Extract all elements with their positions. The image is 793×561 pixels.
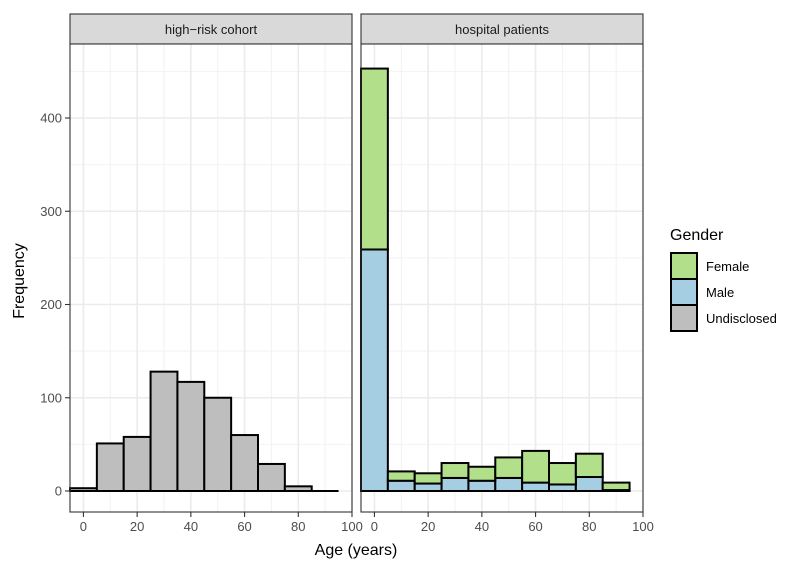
bar — [601, 481, 631, 492]
bar — [548, 462, 577, 486]
bar — [440, 476, 470, 493]
bar — [386, 479, 416, 492]
x-tick-label: 60 — [528, 519, 542, 534]
facet-strip-label: high−risk cohort — [165, 22, 258, 37]
facet-strip-label: hospital patients — [455, 22, 549, 37]
panel-border — [69, 43, 353, 513]
x-tick-label: 60 — [237, 519, 251, 534]
bar — [360, 67, 389, 251]
y-tick-label: 300 — [40, 204, 62, 219]
bar — [230, 434, 259, 492]
bar — [176, 380, 206, 492]
bar — [467, 479, 497, 492]
legend-key-male — [670, 278, 698, 306]
panel-border — [360, 43, 644, 513]
legend-title: Gender — [670, 227, 724, 244]
bar — [521, 481, 551, 493]
bar — [122, 435, 152, 493]
bar — [494, 476, 524, 493]
legend-label: Female — [706, 259, 749, 274]
x-tick-label: 0 — [80, 519, 87, 534]
x-tick-label: 40 — [475, 519, 489, 534]
x-axis-title: Age (years) — [315, 542, 398, 559]
x-tick-label: 0 — [371, 519, 378, 534]
bar — [69, 487, 98, 493]
bar — [360, 248, 389, 492]
x-tick-label: 100 — [341, 519, 363, 534]
bar — [203, 396, 233, 492]
x-tick-label: 20 — [421, 519, 435, 534]
bar — [467, 465, 497, 482]
y-tick-label: 100 — [40, 390, 62, 405]
y-tick-label: 200 — [40, 297, 62, 312]
y-axis-title: Frequency — [11, 243, 28, 319]
bar — [413, 472, 443, 485]
bar — [386, 470, 416, 482]
x-tick-label: 80 — [291, 519, 305, 534]
legend-label: Undisclosed — [706, 311, 777, 326]
x-tick-label: 40 — [184, 519, 198, 534]
bar — [440, 462, 470, 479]
legend-key-undisclosed — [670, 304, 698, 332]
x-tick-label: 80 — [582, 519, 596, 534]
bar — [95, 442, 125, 493]
bar — [283, 485, 313, 492]
bar — [574, 476, 604, 493]
bar — [413, 482, 443, 493]
bar — [149, 370, 179, 493]
x-tick-label: 20 — [130, 519, 144, 534]
bar — [494, 456, 524, 479]
y-tick-label: 400 — [40, 111, 62, 126]
bar — [257, 462, 286, 492]
panel-background — [361, 44, 643, 512]
bar — [574, 452, 604, 479]
bar — [521, 449, 551, 484]
facet-strip — [69, 13, 353, 45]
x-tick-label: 100 — [632, 519, 654, 534]
legend-key-female — [670, 252, 698, 280]
y-tick-label: 0 — [55, 484, 62, 499]
legend-label: Male — [706, 285, 734, 300]
